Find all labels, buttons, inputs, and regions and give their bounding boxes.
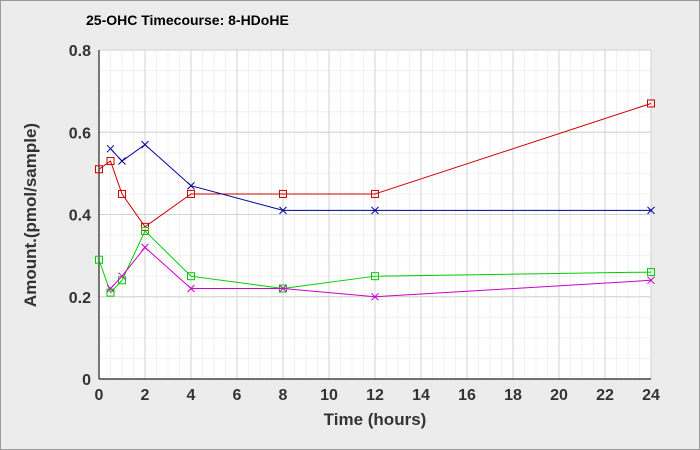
data-point <box>95 165 103 174</box>
data-point <box>371 189 379 198</box>
data-point <box>106 284 115 293</box>
data-point <box>279 189 287 198</box>
data-point <box>106 144 115 153</box>
x-tick-label: 22 <box>596 387 614 404</box>
data-point <box>187 284 195 293</box>
y-tick-labels: 0 0.2 0.4 0.6 0.8 <box>69 43 91 389</box>
x-tick-label: 2 <box>141 387 150 404</box>
x-tick-label: 14 <box>412 387 430 404</box>
y-axis-label: Amount.(pmol/sample) <box>21 123 40 307</box>
data-point <box>95 255 103 264</box>
series-layer <box>95 99 655 301</box>
x-tick-label: 8 <box>279 387 288 404</box>
data-point <box>647 276 655 285</box>
x-tick-label: 6 <box>233 387 242 404</box>
x-tick-label: 12 <box>366 387 384 404</box>
marker-stroke <box>106 144 115 153</box>
major-gridlines <box>98 49 652 380</box>
data-point <box>118 157 126 165</box>
data-point <box>187 272 195 281</box>
marker-stroke <box>141 140 149 149</box>
data-point <box>371 272 379 281</box>
axes <box>98 50 651 380</box>
marker-stroke <box>279 284 287 293</box>
marker-stroke <box>141 243 149 252</box>
data-point <box>647 206 655 215</box>
data-point <box>371 292 379 301</box>
y-tick-label: 0.2 <box>69 290 91 307</box>
data-point <box>141 226 149 235</box>
data-point <box>141 140 149 149</box>
series-2 <box>106 140 655 215</box>
data-point <box>279 206 287 215</box>
x-tick-label: 4 <box>187 387 196 404</box>
data-point <box>371 206 379 215</box>
x-tick-label: 10 <box>320 387 338 404</box>
x-tick-label: 24 <box>642 387 660 404</box>
marker-stroke <box>647 276 655 285</box>
y-tick-label: 0.4 <box>69 208 91 225</box>
data-point <box>647 99 655 108</box>
marker-stroke <box>187 181 195 190</box>
marker-stroke <box>106 284 115 293</box>
data-point <box>118 272 126 281</box>
data-point <box>279 284 287 293</box>
series-4 <box>106 243 655 301</box>
data-point <box>187 181 195 190</box>
data-point <box>106 157 115 166</box>
data-point <box>647 268 655 277</box>
data-point <box>141 243 149 252</box>
data-point <box>118 189 126 198</box>
series-line <box>98 102 652 228</box>
x-tick-label: 16 <box>458 387 476 404</box>
y-tick-label: 0 <box>82 372 91 389</box>
marker-stroke <box>118 272 126 281</box>
marker-stroke <box>371 292 379 301</box>
x-tick-label: 20 <box>550 387 568 404</box>
x-axis-label: Time (hours) <box>324 410 427 429</box>
chart-title: 25-OHC Timecourse: 8-HDoHE <box>86 12 289 28</box>
x-tick-label: 18 <box>504 387 522 404</box>
x-tick-label: 0 <box>95 387 104 404</box>
marker-stroke <box>187 284 195 293</box>
marker-stroke <box>118 157 126 165</box>
marker-stroke <box>647 206 655 215</box>
marker-stroke <box>279 206 287 215</box>
series-1 <box>95 99 655 231</box>
marker-stroke <box>371 206 379 215</box>
y-tick-label: 0.6 <box>69 125 91 142</box>
data-point <box>187 189 195 198</box>
y-tick-label: 0.8 <box>69 43 91 60</box>
x-tick-labels: 0 2 4 6 8 10 12 14 16 18 20 22 24 <box>95 387 660 404</box>
